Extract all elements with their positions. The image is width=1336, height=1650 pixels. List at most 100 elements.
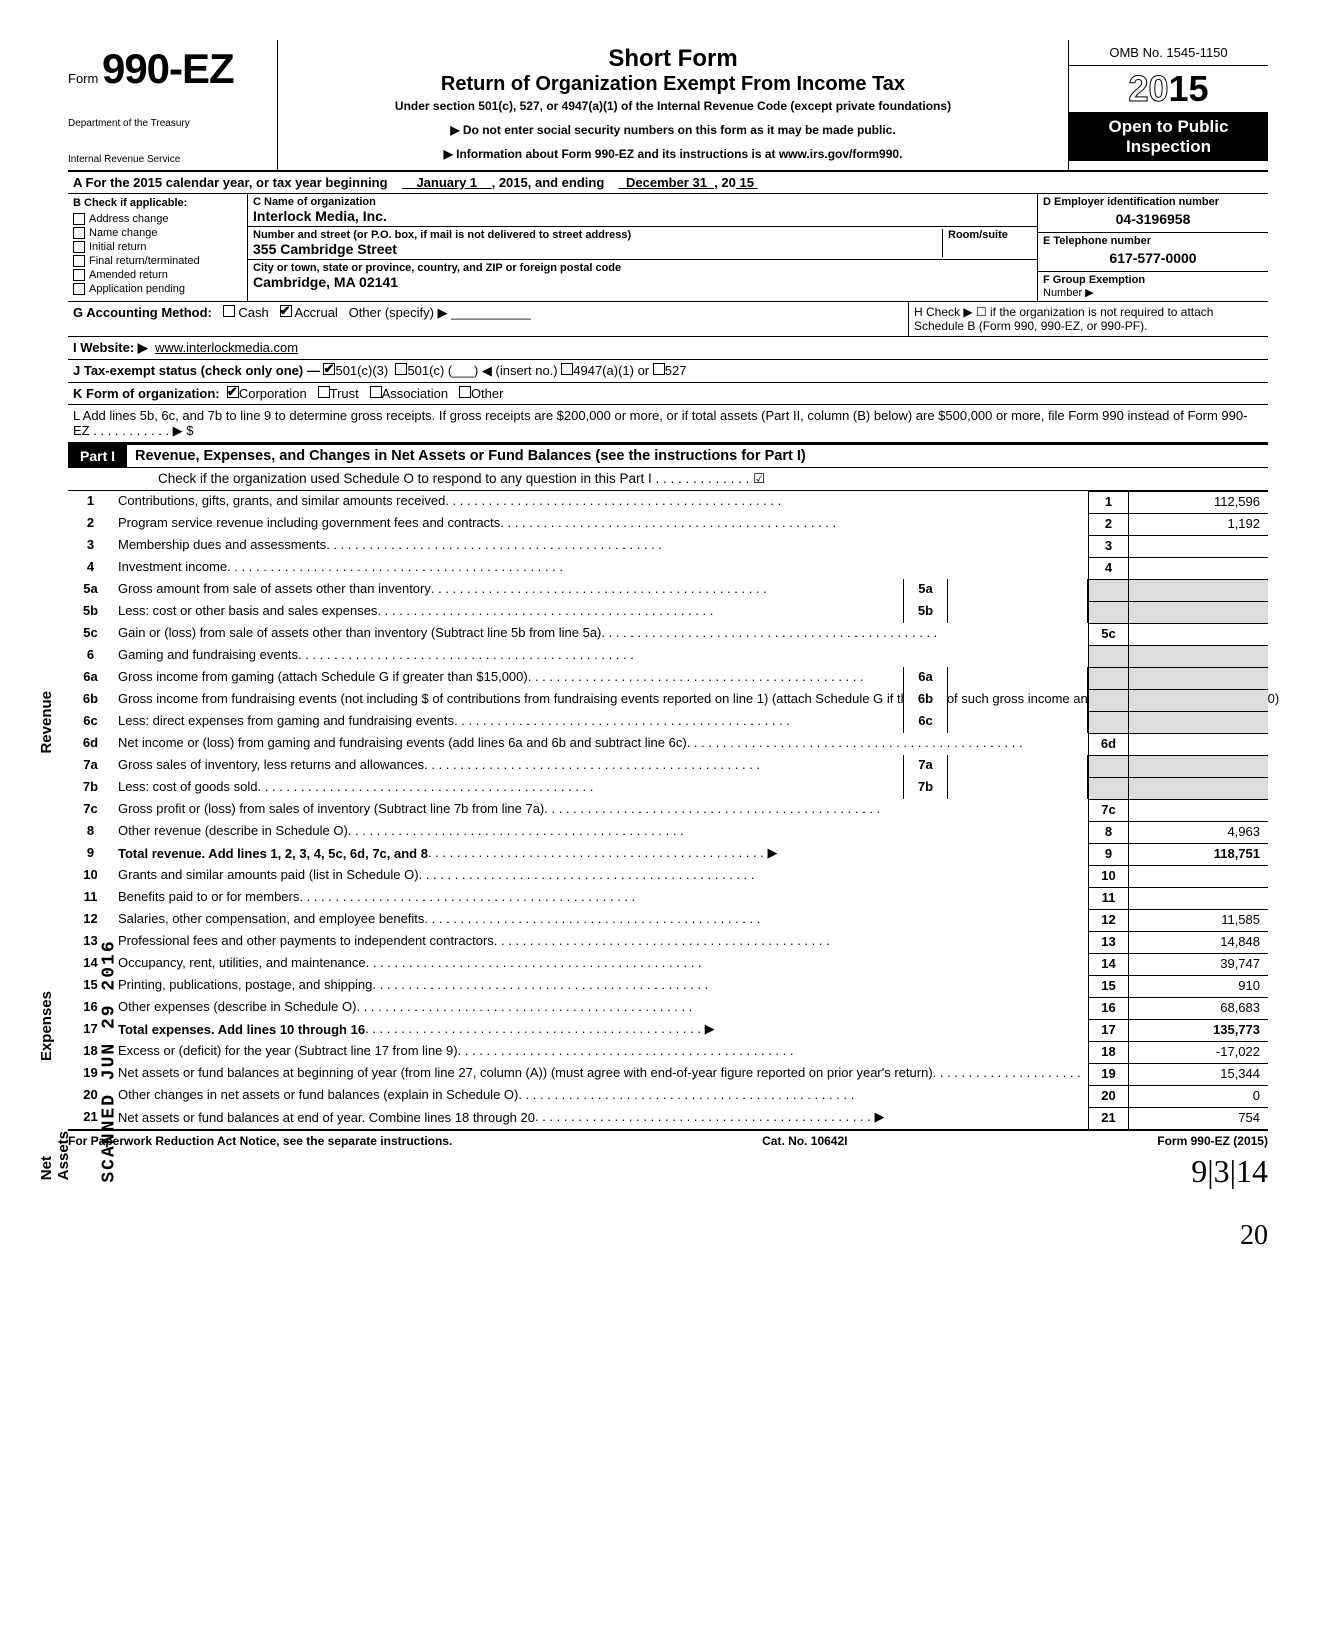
- chk-name-change[interactable]: Name change: [68, 226, 247, 240]
- line-num-3: 3: [68, 535, 113, 557]
- line-17: 17Total expenses. Add lines 10 through 1…: [68, 1019, 1268, 1041]
- chk-address-change[interactable]: Address change: [68, 212, 247, 226]
- chk-corporation[interactable]: [227, 386, 239, 398]
- rt-box-21: 21: [1088, 1107, 1128, 1129]
- mid-val-6b[interactable]: [948, 689, 1088, 711]
- rt-box-11: 11: [1088, 887, 1128, 909]
- line-num-6d: 6d: [68, 733, 113, 755]
- rt-val-14[interactable]: 39,747: [1128, 953, 1268, 975]
- tab-expenses: Expenses: [38, 991, 55, 1061]
- line-desc-4: Investment income . . . . . . . . . . . …: [113, 557, 1088, 579]
- mid-box-5a: 5a: [903, 579, 948, 601]
- line-desc-17: Total expenses. Add lines 10 through 16 …: [113, 1019, 1088, 1041]
- rt-val-4[interactable]: [1128, 557, 1268, 579]
- line-desc-18: Excess or (deficit) for the year (Subtra…: [113, 1041, 1088, 1063]
- line-5b: 5bLess: cost or other basis and sales ex…: [68, 601, 1268, 623]
- line-12: 12Salaries, other compensation, and empl…: [68, 909, 1268, 931]
- mid-val-6a[interactable]: [948, 667, 1088, 689]
- arrow-ssn: ▶ Do not enter social security numbers o…: [288, 123, 1058, 137]
- rt-val-20[interactable]: 0: [1128, 1085, 1268, 1107]
- line-num-11: 11: [68, 887, 113, 909]
- chk-initial-return[interactable]: Initial return: [68, 240, 247, 254]
- website-url: www.interlockmedia.com: [155, 340, 298, 356]
- line-desc-8: Other revenue (describe in Schedule O) .…: [113, 821, 1088, 843]
- chk-cash[interactable]: [223, 305, 235, 317]
- section-b: B Check if applicable: Address change Na…: [68, 194, 248, 301]
- rt-val-5a: [1128, 579, 1268, 601]
- scanned-stamp: SCANNED JUN 29 2016: [100, 939, 120, 1182]
- chk-trust[interactable]: [318, 386, 330, 398]
- rt-val-17[interactable]: 135,773: [1128, 1019, 1268, 1041]
- rt-val-5b: [1128, 601, 1268, 623]
- chk-4947[interactable]: [561, 363, 573, 375]
- row-gh: G Accounting Method: Cash Accrual Other …: [68, 302, 1268, 337]
- chk-amended-return[interactable]: Amended return: [68, 268, 247, 282]
- line-3: 3Membership dues and assessments . . . .…: [68, 535, 1268, 557]
- rt-val-9[interactable]: 118,751: [1128, 843, 1268, 865]
- rt-val-3[interactable]: [1128, 535, 1268, 557]
- mid-val-7a[interactable]: [948, 755, 1088, 777]
- line-desc-7c: Gross profit or (loss) from sales of inv…: [113, 799, 1088, 821]
- rt-val-16[interactable]: 68,683: [1128, 997, 1268, 1019]
- line-num-5c: 5c: [68, 623, 113, 645]
- line-19: 19Net assets or fund balances at beginni…: [68, 1063, 1268, 1085]
- rt-val-6d[interactable]: [1128, 733, 1268, 755]
- rt-val-1[interactable]: 112,596: [1128, 491, 1268, 513]
- tab-net-assets: Net Assets: [38, 1131, 72, 1180]
- line-desc-6d: Net income or (loss) from gaming and fun…: [113, 733, 1088, 755]
- rt-box-6d: 6d: [1088, 733, 1128, 755]
- line-desc-19: Net assets or fund balances at beginning…: [113, 1063, 1088, 1085]
- rt-val-11[interactable]: [1128, 887, 1268, 909]
- chk-application-pending[interactable]: Application pending: [68, 282, 247, 296]
- rt-val-13[interactable]: 14,848: [1128, 931, 1268, 953]
- b-header: B Check if applicable:: [68, 194, 247, 212]
- c-city: City or town, state or province, country…: [248, 260, 1037, 292]
- chk-other-org[interactable]: [459, 386, 471, 398]
- rt-box-20: 20: [1088, 1085, 1128, 1107]
- rt-val-15[interactable]: 910: [1128, 975, 1268, 997]
- rt-val-12[interactable]: 11,585: [1128, 909, 1268, 931]
- line-20: 20Other changes in net assets or fund ba…: [68, 1085, 1268, 1107]
- rt-box-9: 9: [1088, 843, 1128, 865]
- rt-val-8[interactable]: 4,963: [1128, 821, 1268, 843]
- form-header: Form 990-EZ Department of the Treasury I…: [68, 40, 1268, 172]
- rt-val-19[interactable]: 15,344: [1128, 1063, 1268, 1085]
- line-num-6a: 6a: [68, 667, 113, 689]
- chk-501c[interactable]: [395, 363, 407, 375]
- rt-val-10[interactable]: [1128, 865, 1268, 887]
- mid-val-6c[interactable]: [948, 711, 1088, 733]
- rt-val-18[interactable]: -17,022: [1128, 1041, 1268, 1063]
- rt-val-2[interactable]: 1,192: [1128, 513, 1268, 535]
- part1-badge: Part I: [68, 445, 127, 467]
- mid-val-5a[interactable]: [948, 579, 1088, 601]
- mid-val-5b[interactable]: [948, 601, 1088, 623]
- part1-header: Part I Revenue, Expenses, and Changes in…: [68, 443, 1268, 468]
- section-def: D Employer identification number 04-3196…: [1038, 194, 1268, 301]
- rt-box-15: 15: [1088, 975, 1128, 997]
- row-k-org-form: K Form of organization: Corporation Trus…: [68, 383, 1268, 405]
- rt-box-7a: [1088, 755, 1128, 777]
- rt-val-5c[interactable]: [1128, 623, 1268, 645]
- form-number: Form 990-EZ: [68, 45, 272, 93]
- rt-val-6c: [1128, 711, 1268, 733]
- chk-accrual[interactable]: [280, 305, 292, 317]
- chk-527[interactable]: [653, 363, 665, 375]
- line-desc-3: Membership dues and assessments . . . . …: [113, 535, 1088, 557]
- rt-val-7c[interactable]: [1128, 799, 1268, 821]
- chk-final-return[interactable]: Final return/terminated: [68, 254, 247, 268]
- f-group-exemption: F Group Exemption Number ▶: [1038, 272, 1268, 301]
- line-8: 8Other revenue (describe in Schedule O) …: [68, 821, 1268, 843]
- rt-box-5a: [1088, 579, 1128, 601]
- part1-table: Revenue Expenses Net Assets SCANNED JUN …: [68, 491, 1268, 1129]
- rt-box-10: 10: [1088, 865, 1128, 887]
- rt-val-21[interactable]: 754: [1128, 1107, 1268, 1129]
- line-desc-9: Total revenue. Add lines 1, 2, 3, 4, 5c,…: [113, 843, 1088, 865]
- mid-val-7b[interactable]: [948, 777, 1088, 799]
- chk-501c3[interactable]: [323, 363, 335, 375]
- row-a-tax-year: A For the 2015 calendar year, or tax yea…: [68, 172, 1268, 194]
- open-public: Open to Public Inspection: [1069, 113, 1268, 161]
- chk-association[interactable]: [370, 386, 382, 398]
- line-desc-21: Net assets or fund balances at end of ye…: [113, 1107, 1088, 1129]
- rt-box-18: 18: [1088, 1041, 1128, 1063]
- rt-val-6: [1128, 645, 1268, 667]
